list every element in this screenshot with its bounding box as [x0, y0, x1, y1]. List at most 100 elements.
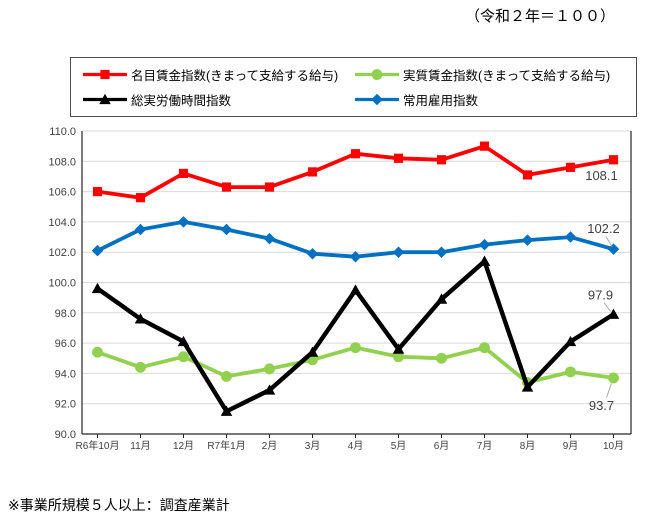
legend-marker-glyph	[100, 69, 110, 80]
series-0-square-marker	[307, 167, 318, 177]
y-axis-tick-label: 108.0	[48, 156, 76, 168]
series-2-triangle-marker	[306, 346, 319, 357]
legend-diamond-icon	[355, 93, 399, 106]
y-axis-tick-label: 96.0	[55, 338, 76, 350]
series-0-square-marker	[522, 170, 533, 180]
legend-marker-glyph	[99, 93, 111, 105]
legend-marker-glyph	[371, 69, 383, 80]
x-axis-tick-label: 6月	[434, 440, 450, 452]
series-1-circle-marker	[264, 363, 275, 375]
series-3-diamond-marker	[521, 234, 534, 246]
series-2-triangle-marker	[220, 405, 233, 416]
series-0-square-marker	[565, 162, 576, 172]
series-1-circle-marker	[92, 346, 103, 358]
x-axis-tick-label: 7月	[477, 440, 493, 452]
x-axis-tick-label: 11月	[130, 440, 150, 452]
series-0-square-marker	[436, 155, 447, 165]
series-3-diamond-marker	[478, 238, 491, 251]
data-label-leader-line	[606, 383, 612, 398]
series-0-square-marker	[221, 182, 232, 192]
x-axis-tick-label: R6年10月	[76, 439, 120, 452]
x-axis-tick-label: 4月	[348, 440, 364, 452]
legend-marker-glyph	[371, 93, 383, 106]
legend-item-1: 実質賃金指数(きまって支給する給与)	[354, 63, 625, 86]
series-1-circle-marker	[479, 342, 490, 354]
data-label-series-1: 93.7	[589, 398, 614, 413]
data-label-series-2: 97.9	[588, 287, 613, 302]
x-axis-tick-label: R7年1月	[207, 439, 245, 452]
legend-label: 実質賃金指数(きまって支給する給与)	[403, 69, 611, 83]
series-1-circle-marker	[608, 372, 619, 384]
x-axis-tick-label: 3月	[305, 440, 321, 452]
series-0-square-marker	[393, 153, 404, 163]
series-2-triangle-marker	[91, 282, 104, 294]
y-axis-tick-label: 106.0	[48, 187, 76, 199]
series-0-square-marker	[178, 168, 189, 179]
data-label-series-3: 102.2	[587, 221, 620, 236]
series-1-circle-marker	[221, 371, 232, 382]
legend-label: 常用雇用指数	[403, 94, 479, 108]
series-2-triangle-marker	[564, 335, 577, 347]
series-3-diamond-marker	[306, 247, 319, 260]
series-2-triangle-marker	[177, 335, 190, 347]
series-1-circle-marker	[393, 351, 404, 363]
series-2-triangle-marker	[478, 255, 491, 266]
series-3-diamond-marker	[220, 223, 233, 236]
series-1-circle-marker	[178, 351, 189, 363]
y-axis-tick-label: 102.0	[48, 247, 76, 259]
series-1-circle-marker	[135, 361, 146, 373]
y-axis-tick-label: 110.0	[49, 126, 76, 138]
x-axis-tick-label: 2月	[262, 440, 278, 452]
series-3-diamond-marker	[91, 244, 104, 257]
series-1-circle-marker	[436, 352, 447, 364]
base-year-note: （令和２年＝１００）	[464, 8, 615, 25]
data-label-leader-line	[603, 302, 611, 312]
y-axis-tick-label: 98.0	[55, 308, 76, 320]
series-0-square-marker	[479, 141, 490, 151]
series-line-2	[95, 259, 616, 414]
legend-item-0: 名目賃金指数(きまって支給する給与)	[82, 63, 354, 86]
series-0-square-marker	[350, 149, 361, 159]
legend-label: 総実労働時間指数	[131, 94, 232, 108]
data-label-leader-line	[605, 236, 613, 247]
series-2-triangle-marker	[435, 293, 448, 304]
series-3-diamond-marker	[435, 246, 448, 258]
y-axis-tick-label: 100.0	[48, 278, 76, 290]
y-axis-tick-label: 92.0	[55, 399, 76, 411]
legend-square-icon	[83, 69, 127, 80]
series-3-diamond-marker	[134, 223, 147, 236]
y-axis-tick-label: 104.0	[48, 217, 76, 229]
series-2-triangle-marker	[263, 384, 276, 395]
series-3-diamond-marker	[392, 246, 405, 258]
series-2-triangle-marker	[392, 343, 405, 354]
x-axis-tick-label: 5月	[391, 440, 407, 452]
series-2-triangle-marker	[607, 308, 620, 319]
data-label-series-0: 108.1	[585, 168, 618, 183]
x-axis-tick-label: 8月	[520, 440, 536, 452]
scope-note: ※事業所規模５人以上：調査産業計	[8, 497, 230, 513]
series-3-diamond-marker	[349, 250, 362, 263]
series-3-diamond-marker	[177, 216, 190, 228]
series-2-triangle-marker	[521, 381, 534, 392]
series-0-square-marker	[92, 187, 103, 197]
legend-item-3: 常用雇用指数	[354, 88, 625, 111]
y-axis-tick-label: 90.0	[55, 429, 76, 441]
legend-triangle-icon	[83, 93, 127, 105]
series-2-triangle-marker	[134, 313, 147, 324]
series-3-diamond-marker	[564, 231, 577, 243]
series-3-diamond-marker	[263, 232, 276, 245]
series-1-circle-marker	[565, 366, 576, 378]
y-axis-tick-label: 94.0	[55, 368, 76, 380]
x-axis-tick-label: 12月	[173, 440, 194, 452]
legend-item-2: 総実労働時間指数	[82, 88, 354, 111]
series-1-circle-marker	[350, 342, 361, 354]
legend-label: 名目賃金指数(きまって支給する給与)	[131, 69, 339, 83]
x-axis-tick-label: 9月	[563, 440, 579, 452]
series-0-square-marker	[264, 182, 275, 192]
legend-circle-icon	[355, 69, 399, 80]
x-axis-tick-label: 10月	[603, 440, 624, 452]
chart-legend: 名目賃金指数(きまって支給する給与) 実質賃金指数(きまって支給する給与) 総実労働…	[70, 57, 637, 117]
series-0-square-marker	[135, 193, 146, 203]
series-2-triangle-marker	[349, 284, 362, 295]
